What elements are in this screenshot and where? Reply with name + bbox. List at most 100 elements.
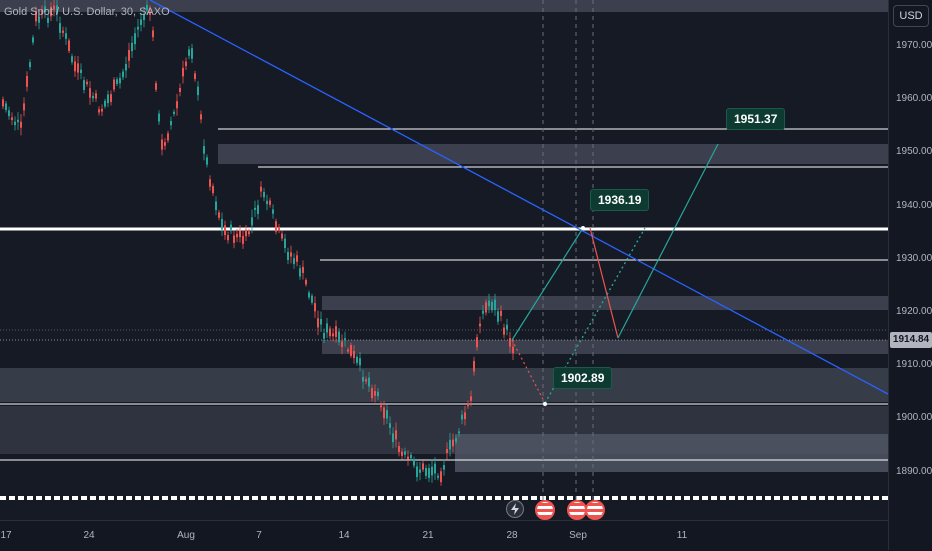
candle-body [302, 266, 304, 273]
time-axis[interactable]: 17 24 Aug 7 14 21 28 Sep 11 [0, 520, 888, 551]
candle-body [140, 19, 142, 25]
price-tick: 1970.00 [896, 40, 932, 51]
projection-path-dotted-down[interactable] [511, 339, 546, 404]
lightning-icon[interactable] [506, 500, 524, 518]
candle-body [38, 17, 40, 23]
projection-point-mid[interactable] [581, 226, 585, 230]
candle-body [212, 186, 214, 194]
candle-body [50, 6, 52, 17]
candle-body [200, 114, 202, 120]
candle-body [410, 454, 412, 459]
projection-path-down[interactable] [589, 227, 619, 339]
candle-body [197, 86, 199, 96]
candle-body [377, 391, 379, 397]
candle-body [209, 179, 211, 187]
time-tick: Sep [569, 530, 587, 541]
candle-body [314, 303, 316, 312]
candle-body [143, 14, 145, 21]
price-tick: 1920.00 [896, 306, 932, 317]
candle-body [338, 331, 340, 343]
candle-body [71, 56, 73, 63]
target-label-1951[interactable]: 1951.37 [726, 108, 786, 130]
candle-body [44, 6, 46, 13]
candle-body [134, 33, 136, 45]
candle-body [494, 299, 496, 311]
candle-body [344, 338, 346, 341]
candle-body [266, 200, 268, 205]
candle-body [422, 463, 424, 470]
zone-1913 [322, 340, 888, 354]
candle-body [32, 37, 34, 43]
candle-body [278, 226, 280, 231]
candle-body [215, 201, 217, 211]
candle-body [236, 233, 238, 238]
candle-body [62, 30, 64, 33]
time-tick: 11 [676, 530, 688, 541]
candle-body [425, 467, 427, 476]
downtrend-line[interactable] [149, 0, 888, 395]
projection-path-dotted-alt[interactable] [544, 227, 646, 404]
candle-body [335, 326, 337, 337]
candle-body [245, 229, 247, 237]
candle-body [461, 414, 463, 420]
candle-body [359, 358, 361, 366]
candle-body [272, 209, 274, 214]
candle-body [308, 292, 310, 298]
candle-body [275, 221, 277, 232]
candle-body [299, 268, 301, 277]
candle-body [59, 23, 61, 33]
price-tick: 1910.00 [896, 359, 932, 370]
target-label-1936[interactable]: 1936.19 [590, 189, 650, 211]
candle-body [431, 466, 433, 476]
price-axis[interactable]: USD 1970.00 1960.00 1950.00 1940.00 1930… [888, 0, 932, 550]
candle-body [332, 333, 334, 337]
candle-body [152, 30, 154, 38]
candle-body [218, 212, 220, 218]
candle-body [53, 5, 55, 10]
price-tick: 1950.00 [896, 146, 932, 157]
price-chart[interactable] [0, 0, 888, 520]
us-flag-icon[interactable] [567, 500, 587, 520]
target-label-1902[interactable]: 1902.89 [553, 367, 613, 389]
candle-body [161, 139, 163, 150]
candle-body [5, 103, 7, 110]
current-price-badge: 1914.84 [890, 332, 932, 348]
time-tick: 14 [338, 530, 350, 541]
candle-body [485, 302, 487, 313]
candle-body [293, 258, 295, 265]
projection-path-final[interactable] [617, 143, 719, 339]
candle-body [467, 403, 469, 407]
candle-body [104, 100, 106, 107]
us-flag-icon[interactable] [535, 500, 555, 520]
candle-body [458, 431, 460, 434]
candle-body [437, 475, 439, 478]
candle-body [137, 26, 139, 30]
candle-body [74, 61, 76, 72]
candle-body [47, 17, 49, 23]
projection-point-low[interactable] [543, 402, 547, 406]
candle-body [116, 79, 118, 84]
candle-body [323, 332, 325, 339]
candle-body [110, 94, 112, 102]
projection-path-up[interactable] [511, 227, 584, 341]
candle-body [356, 356, 358, 364]
candlestick-series [2, 0, 514, 486]
candle-body [203, 146, 205, 154]
candle-body [188, 49, 190, 56]
currency-button[interactable]: USD [893, 5, 929, 27]
zone-1921 [322, 296, 888, 310]
candle-body [89, 88, 91, 98]
candle-body [86, 81, 88, 85]
time-tick: Aug [177, 530, 195, 541]
candle-body [503, 327, 505, 335]
candle-body [170, 120, 172, 126]
candle-body [317, 318, 319, 328]
price-tick: 1900.00 [896, 412, 932, 423]
candle-body [287, 251, 289, 260]
candle-body [125, 64, 127, 71]
us-flag-icon[interactable] [585, 500, 605, 520]
candle-body [320, 319, 322, 325]
candle-body [227, 235, 229, 241]
candle-body [473, 360, 475, 372]
chart-area[interactable]: Gold Spot / U.S. Dollar, 30, SAXO 1951.3… [0, 0, 888, 520]
